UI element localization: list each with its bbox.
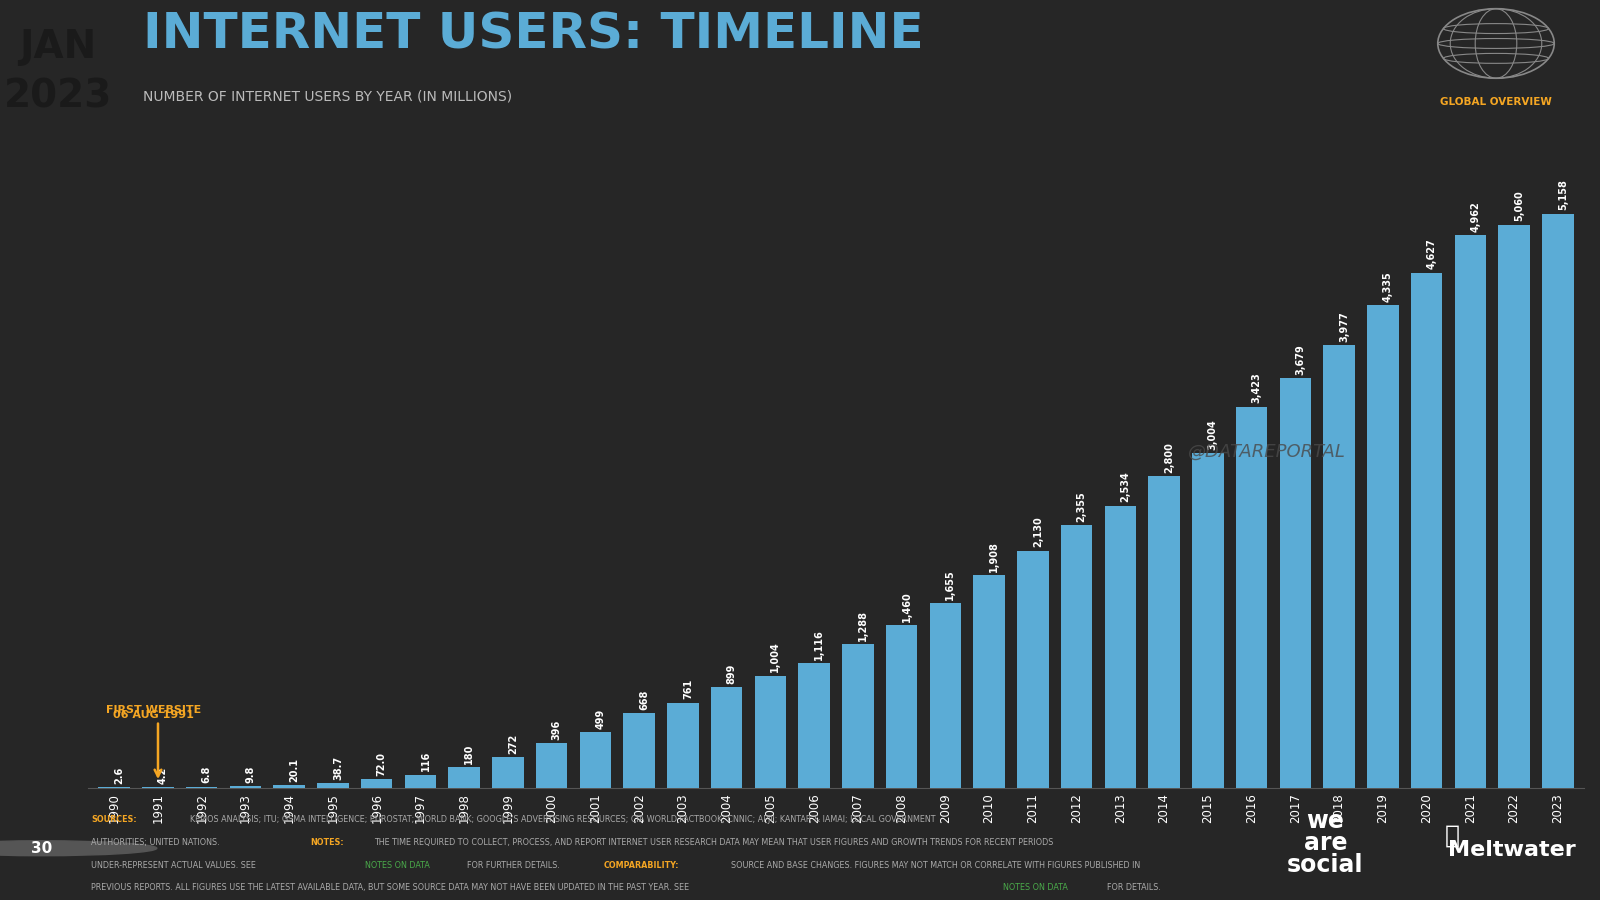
Bar (405, 775, 437, 788)
Text: PREVIOUS REPORTS. ALL FIGURES USE THE LATEST AVAILABLE DATA, BUT SOME SOURCE DAT: PREVIOUS REPORTS. ALL FIGURES USE THE LA… (91, 884, 690, 893)
Bar (579, 732, 611, 788)
Bar (493, 757, 523, 788)
Text: 761: 761 (683, 680, 693, 699)
Circle shape (0, 841, 157, 856)
Text: 4,335: 4,335 (1382, 271, 1392, 302)
Text: 899: 899 (726, 664, 736, 684)
Text: SOURCE AND BASE CHANGES. FIGURES MAY NOT MATCH OR CORRELATE WITH FIGURES PUBLISH: SOURCE AND BASE CHANGES. FIGURES MAY NOT… (731, 860, 1141, 869)
Text: 06 AUG 1991: 06 AUG 1991 (114, 709, 194, 720)
Bar (1235, 407, 1267, 788)
Text: 72.0: 72.0 (376, 752, 387, 776)
Text: 272: 272 (507, 734, 518, 754)
Bar (930, 603, 962, 788)
Text: we
are
social: we are social (1286, 809, 1363, 878)
Bar (1061, 526, 1093, 788)
Bar (624, 713, 654, 788)
Text: JAN: JAN (19, 28, 96, 67)
Text: NUMBER OF INTERNET USERS BY YEAR (IN MILLIONS): NUMBER OF INTERNET USERS BY YEAR (IN MIL… (144, 90, 512, 104)
Text: UNDER-REPRESENT ACTUAL VALUES. SEE: UNDER-REPRESENT ACTUAL VALUES. SEE (91, 860, 256, 869)
Bar (1104, 506, 1136, 788)
Bar (1192, 454, 1224, 788)
Text: 6.8: 6.8 (202, 766, 211, 783)
Text: 1,116: 1,116 (814, 629, 824, 660)
Text: 1,004: 1,004 (770, 642, 781, 672)
Text: NOTES ON DATA: NOTES ON DATA (1003, 884, 1069, 893)
Text: 5,060: 5,060 (1514, 191, 1525, 221)
Text: SOURCES:: SOURCES: (91, 815, 138, 824)
Text: 668: 668 (638, 689, 650, 710)
Bar (1454, 236, 1486, 788)
Bar (317, 783, 349, 788)
Text: ⦿: ⦿ (1445, 824, 1459, 848)
Text: 3,679: 3,679 (1296, 344, 1306, 374)
Text: 2023: 2023 (3, 78, 112, 116)
Text: 2,800: 2,800 (1165, 442, 1174, 472)
Text: 396: 396 (552, 720, 562, 740)
Text: 30: 30 (30, 841, 53, 856)
Text: COMPARABILITY:: COMPARABILITY: (603, 860, 678, 869)
Text: THE TIME REQUIRED TO COLLECT, PROCESS, AND REPORT INTERNET USER RESEARCH DATA MA: THE TIME REQUIRED TO COLLECT, PROCESS, A… (374, 838, 1054, 847)
Text: 2.6: 2.6 (114, 767, 125, 784)
Text: Meltwater: Meltwater (1448, 841, 1576, 860)
Text: @DATAREPORTAL: @DATAREPORTAL (1187, 443, 1346, 461)
Text: 2,534: 2,534 (1120, 472, 1130, 502)
Text: NOTES ON DATA: NOTES ON DATA (365, 860, 430, 869)
Bar (230, 787, 261, 788)
Text: AUTHORITIES; UNITED NATIONS.: AUTHORITIES; UNITED NATIONS. (91, 838, 219, 847)
Text: 5,158: 5,158 (1558, 179, 1568, 211)
Bar (842, 644, 874, 788)
Bar (973, 575, 1005, 788)
Bar (798, 663, 830, 788)
Bar (1411, 273, 1442, 788)
Text: 3,423: 3,423 (1251, 373, 1261, 403)
Text: 180: 180 (464, 743, 474, 764)
Text: 4,627: 4,627 (1427, 238, 1437, 269)
Text: 4,962: 4,962 (1470, 202, 1480, 232)
Text: 116: 116 (421, 751, 430, 771)
Text: 2,130: 2,130 (1034, 517, 1043, 547)
Bar (1366, 305, 1398, 788)
Text: 20.1: 20.1 (290, 758, 299, 782)
Text: 1,460: 1,460 (902, 591, 912, 622)
Text: FOR FURTHER DETAILS.: FOR FURTHER DETAILS. (467, 860, 560, 869)
Text: 4.2: 4.2 (158, 767, 168, 784)
Bar (1280, 378, 1310, 788)
Bar (1323, 345, 1355, 788)
Bar (1018, 551, 1048, 788)
Bar (886, 626, 917, 788)
Text: FOR DETAILS.: FOR DETAILS. (1107, 884, 1162, 893)
Text: 499: 499 (595, 708, 605, 729)
Text: NOTES:: NOTES: (310, 838, 344, 847)
Text: 1,655: 1,655 (946, 570, 955, 600)
Bar (1542, 213, 1573, 788)
Bar (710, 688, 742, 788)
Text: 2,355: 2,355 (1077, 491, 1086, 522)
Bar (274, 786, 306, 788)
Bar (755, 676, 786, 788)
Bar (536, 743, 568, 788)
Bar (1498, 224, 1530, 788)
Text: 3,004: 3,004 (1208, 419, 1218, 450)
Text: 38.7: 38.7 (333, 756, 342, 780)
Text: GLOBAL OVERVIEW: GLOBAL OVERVIEW (1440, 97, 1552, 107)
Bar (362, 779, 392, 788)
Bar (448, 768, 480, 788)
Text: 1,288: 1,288 (858, 610, 867, 641)
Text: FIRST WEBSITE: FIRST WEBSITE (106, 706, 202, 716)
Bar (667, 703, 699, 788)
Text: KEPIOS ANALYSIS; ITU; GSMA INTELLIGENCE; EUROSTAT; WORLD BANK; GOOGLE'S ADVERTIS: KEPIOS ANALYSIS; ITU; GSMA INTELLIGENCE;… (190, 815, 936, 824)
Bar (1149, 476, 1179, 788)
Text: INTERNET USERS: TIMELINE: INTERNET USERS: TIMELINE (144, 11, 923, 58)
Text: 9.8: 9.8 (245, 766, 256, 783)
Text: 3,977: 3,977 (1339, 310, 1349, 342)
Text: 1,908: 1,908 (989, 541, 998, 572)
